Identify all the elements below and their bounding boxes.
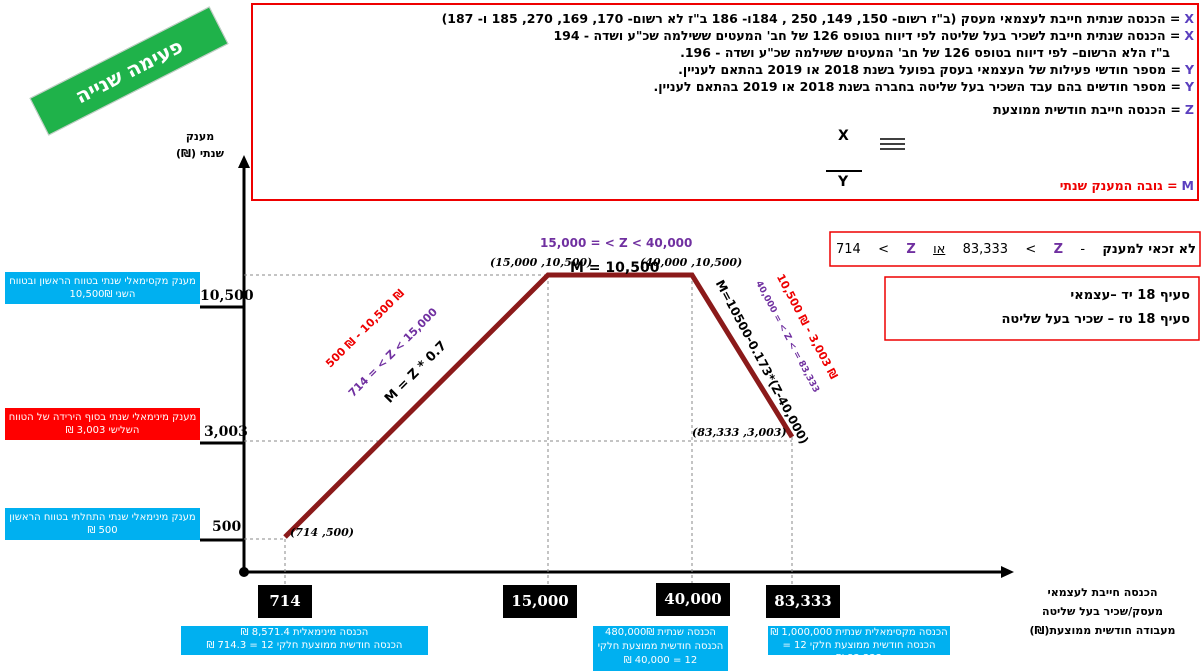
flat-formula: M = 10,500 [570,260,660,276]
y-tick-label: 500 [212,519,242,535]
ineligible-token: או [933,241,946,257]
definition-text: = הכנסה שנתית חייבת לשכיר בעל שליטה לפי … [553,28,1181,43]
x-note: הכנסה מקסימאלית שנתית 1,000,000 ₪ הכנסה ח… [768,626,950,664]
y-note: מענק מינימאלי שנתי התחלתי בטווח הראשון 5… [5,508,200,540]
ineligible: 714 < Z או 83,333 < Z - לא זכאי למענק [836,232,1196,266]
origin [239,567,249,577]
grant-text: = גובה המענק שנתי [1059,178,1178,193]
definition-text: = הכנסה שנתית חייבת לעצמאי מעסק (ב"ז רשו… [441,11,1181,26]
x-note-line: הכנסה מינימאלית 8,571.4 ₪ [240,627,369,638]
definition-text: ב"ז הלא הרשום– לפי דיווח בטופס 126 של חב… [680,45,1170,60]
grant-var: M [1181,178,1194,193]
y-note: מענק מינימאלי שנתי בסוף הירידה של הטווח … [5,408,200,440]
x-label-line: הכנסה חייבת לעצמאי [1047,586,1158,599]
point-label: (40,000 ,10,500) [640,256,743,269]
x-label-line: מעבודה חודשית ממוצעת(₪) [1029,624,1176,637]
ineligible-token: - [1080,241,1086,257]
grant-curve [283,272,795,539]
definition-text: = מספר חודשי פעילות של העצמאי בעסק בפועל… [678,62,1181,77]
y-axis-label: מענק שנתי (₪) [160,128,240,162]
flat-range: 15,000 = < Z < 40,000 [540,236,693,250]
definition-var: Y [1184,79,1194,94]
definition: Y = מספר חודשים בהם עבד השכיר בעל שליטה ב… [264,78,1194,95]
y-label-line: מענק [185,130,215,143]
y-tick-label: 10,500 [200,288,254,304]
ineligible-token: 714 [836,241,861,257]
definition: ב"ז הלא הרשום– לפי דיווח בטופס 126 של חב… [264,44,1194,61]
x-tick-label: 714 [258,585,312,618]
x-note-line: הכנסה שנתית 480,000₪ [605,627,716,638]
point-label: (83,333 ,3,003) [692,426,787,439]
y-tick-label: 3,003 [204,424,248,440]
x-arrow [1001,566,1014,578]
y-tick-bars [200,305,244,542]
definition-var: X [1184,11,1194,26]
definition-text: = הכנסה חייבת חודשית ממוצעת [993,102,1181,117]
ineligible-frame [829,231,1201,267]
definitions-frame [251,3,1199,201]
section-line: סעיף 18 יד –עצמאי [1070,288,1190,303]
section-line: סעיף 18 טז – שכיר בעל שליטה [1001,312,1190,327]
definition: Z = הכנסה חייבת חודשית ממוצעת [264,101,1194,118]
ineligible-token: < [878,241,890,257]
x-tick-label: 83,333 [766,585,840,618]
x-note-line: 12 = 40,000 ₪ [623,655,698,666]
x-note-line: הכנסה חודשית ממוצעת חלקי 12 = 714.3 ₪ [206,640,403,651]
y-arrow [238,155,250,168]
definition-text: = מספר חודשים בהם עבד השכיר בעל שליטה בח… [653,79,1181,94]
grant-height: M = גובה המענק שנתי [1060,177,1194,194]
x-note-line: הכנסה חודשית ממוצעת חלקי 12 = 83,333 ₪ [782,640,936,664]
point-label: (15,000 ,10,500) [490,256,593,269]
fraction-denominator: Y [838,174,849,190]
definition: Y = מספר חודשי פעילות של העצמאי בעסק בפוע… [264,61,1194,78]
sections-frame [884,276,1200,341]
definition: X = הכנסה שנתית חייבת לעצמאי מעסק (ב"ז רש… [264,10,1194,27]
x-axis-label: הכנסה חייבת לעצמאי מעסק/שכיר בעל שליטה מ… [1005,583,1200,640]
ineligible-token: < [1025,241,1037,257]
ineligible-token: 83,333 [962,241,1009,257]
definition-var: X [1184,28,1194,43]
sections: סעיף 18 יד –עצמאי סעיף 18 טז – שכיר בעל … [890,284,1190,332]
definition: X = הכנסה שנתית חייבת לשכיר בעל שליטה לפי… [264,27,1194,44]
y-note: מענק מקסימאלי שנתי בטווח הראשון ובטווח ה… [5,272,200,304]
ineligible-token: לא זכאי למענק [1102,241,1196,257]
definition-var: Y [1184,62,1194,77]
definition-var: Z [1184,102,1194,117]
ineligible-token: Z [1053,241,1064,257]
x-note: הכנסה שנתית 480,000₪ הכנסה חודשית ממוצעת … [593,626,728,671]
x-tick-label: 40,000 [656,583,730,616]
x-note-line: הכנסה חודשית ממוצעת חלקי [597,641,724,652]
y-label-line: שנתי (₪) [176,147,224,160]
x-note: הכנסה מינימאלית 8,571.4 ₪ הכנסה חודשית ממ… [181,626,428,655]
point-label: (714 ,500) [290,526,354,539]
x-tick-label: 15,000 [503,585,577,618]
ineligible-token: Z [906,241,916,257]
definitions: X = הכנסה שנתית חייבת לעצמאי מעסק (ב"ז רש… [264,10,1194,118]
fraction-numerator: X [838,128,849,144]
x-note-line: הכנסה מקסימאלית שנתית 1,000,000 ₪ [770,627,948,638]
equivalence [880,138,905,150]
x-label-line: מעסק/שכיר בעל שליטה [1042,605,1163,618]
